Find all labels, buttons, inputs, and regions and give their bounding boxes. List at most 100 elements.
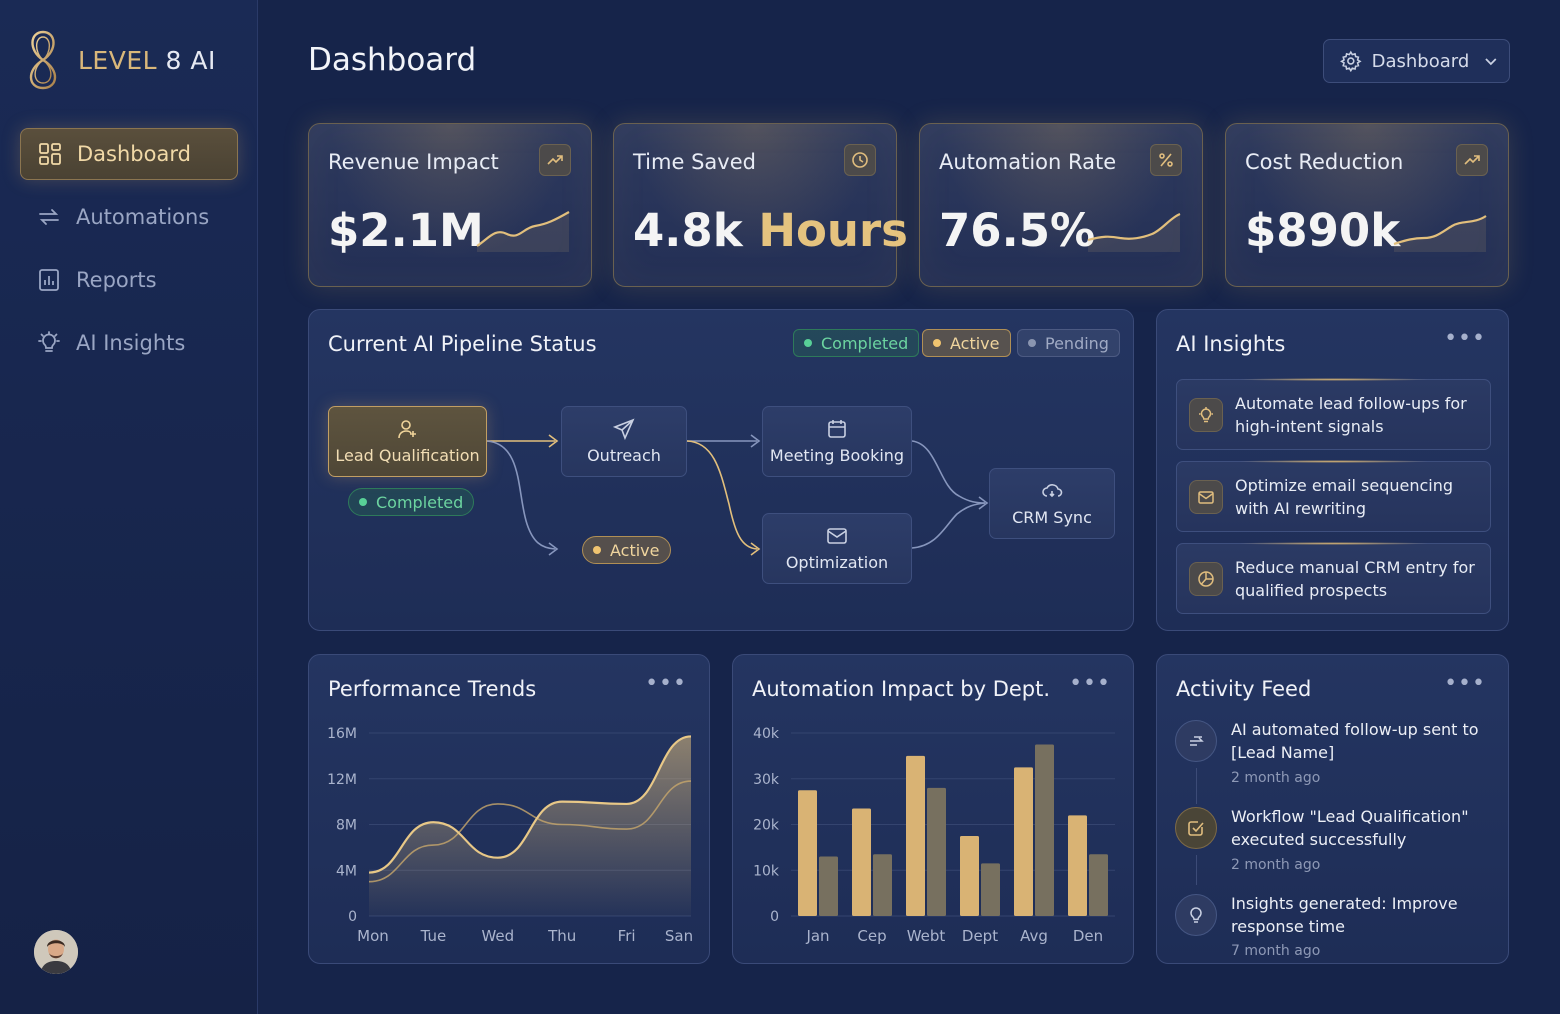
pipeline-node-label: CRM Sync xyxy=(1012,508,1092,527)
user-avatar-icon xyxy=(34,930,78,974)
kpi-value: $890k xyxy=(1245,204,1400,257)
brand-logo[interactable]: LEVEL 8 AI xyxy=(22,28,216,92)
lightbulb-icon xyxy=(38,331,60,352)
insight-item[interactable]: Automate lead follow-ups for high-intent… xyxy=(1176,378,1491,450)
insight-item[interactable]: Reduce manual CRM entry for qualified pr… xyxy=(1176,542,1491,614)
kpi-value-number: $2.1M xyxy=(328,204,484,257)
pipeline-node-label: Outreach xyxy=(587,446,661,465)
activity-time: 2 month ago xyxy=(1231,770,1321,786)
kpi-title: Revenue Impact xyxy=(328,150,499,174)
dashboard-view-select[interactable]: Dashboard xyxy=(1323,39,1510,83)
kpi-card-automation-rate[interactable]: Automation Rate 76.5% xyxy=(919,123,1203,287)
y-tick-label: 30k xyxy=(753,772,780,788)
chevron-down-icon xyxy=(1485,58,1497,66)
x-tick-label: San xyxy=(665,927,693,945)
pipeline-connectors xyxy=(486,434,989,556)
series-line-primary xyxy=(368,735,692,874)
bar-grey[interactable] xyxy=(927,787,946,916)
x-tick-label: Thu xyxy=(547,927,576,945)
kpi-value-number: 76.5% xyxy=(939,204,1096,257)
bar-grey[interactable] xyxy=(1035,744,1054,916)
sidebar-item-label: AI Insights xyxy=(76,331,186,355)
pie-chart-icon xyxy=(1189,561,1223,596)
pipeline-node-outreach[interactable]: Outreach xyxy=(561,406,687,477)
legend-label: Completed xyxy=(821,333,909,353)
sidebar-item-reports[interactable]: Reports xyxy=(20,254,238,306)
bar-grey[interactable] xyxy=(819,856,838,916)
sidebar-nav: Dashboard Automations Reports AI Insight… xyxy=(20,128,238,380)
more-options-icon[interactable]: ••• xyxy=(1069,671,1111,696)
status-label: Completed xyxy=(376,492,464,512)
user-avatar[interactable] xyxy=(34,930,78,974)
sidebar-item-ai-insights[interactable]: AI Insights xyxy=(20,317,238,369)
bar-gold[interactable] xyxy=(906,755,925,916)
x-tick-label: Wed xyxy=(481,927,514,945)
sidebar-item-automations[interactable]: Automations xyxy=(20,191,238,243)
more-options-icon[interactable]: ••• xyxy=(1444,326,1486,351)
x-tick-label: Den xyxy=(1073,927,1103,945)
kpi-card-cost-reduction[interactable]: Cost Reduction $890k xyxy=(1225,123,1509,287)
brand-name-part1: LEVEL xyxy=(78,45,158,75)
y-tick-label: 0 xyxy=(348,909,357,925)
pipeline-node-meeting-booking[interactable]: Meeting Booking xyxy=(762,406,912,477)
y-tick-label: 8M xyxy=(336,818,357,834)
activity-text: Workflow "Lead Qualification" executed s… xyxy=(1231,807,1469,849)
sidebar-item-label: Reports xyxy=(76,268,157,292)
x-tick-label: Webt xyxy=(907,927,946,945)
kpi-value-number: 4.8k xyxy=(633,204,743,257)
kpi-sparkline xyxy=(1393,215,1487,252)
calendar-icon xyxy=(828,420,846,438)
sidebar-item-label: Dashboard xyxy=(77,142,191,166)
performance-trends-card: Performance Trends ••• 0 4M 8M 12M 16M Mon Tue… xyxy=(308,654,710,964)
legend-label: Pending xyxy=(1045,333,1109,353)
refresh-icon xyxy=(39,209,59,225)
insight-item[interactable]: Optimize email sequencing with AI rewrit… xyxy=(1176,460,1491,532)
pipeline-node-lead-qualification[interactable]: Lead Qualification xyxy=(328,406,487,477)
dept-title: Automation Impact by Dept. xyxy=(752,677,1051,701)
kpi-value: 76.5% xyxy=(939,204,1095,257)
add-user-icon xyxy=(397,420,416,439)
y-tick-label: 10k xyxy=(753,863,780,879)
more-options-icon[interactable]: ••• xyxy=(645,671,687,696)
lightbulb-icon xyxy=(1175,894,1217,936)
activity-time: 2 month ago xyxy=(1231,857,1321,873)
figure-eight-logo-icon xyxy=(29,30,57,90)
bar-gold[interactable] xyxy=(798,790,817,916)
activity-text: AI automated follow-up sent to [Lead Nam… xyxy=(1231,720,1479,762)
more-options-icon[interactable]: ••• xyxy=(1444,671,1486,696)
kpi-title: Time Saved xyxy=(633,150,756,174)
automation-impact-card: Automation Impact by Dept. ••• 0 10k 20k 30… xyxy=(732,654,1134,964)
bar-gold[interactable] xyxy=(1014,767,1033,916)
sidebar-item-label: Automations xyxy=(76,205,210,229)
sidebar-item-dashboard[interactable]: Dashboard xyxy=(20,128,238,180)
bar-grey[interactable] xyxy=(1089,854,1108,916)
pipeline-node-label: Lead Qualification xyxy=(335,446,480,465)
kpi-title: Automation Rate xyxy=(939,150,1117,174)
sidebar: LEVEL 8 AI Dashboard Automations Reports xyxy=(0,0,258,1014)
x-tick-label: Dept xyxy=(962,927,998,945)
bar-gold[interactable] xyxy=(852,808,871,916)
cloud-sync-icon xyxy=(1042,484,1063,498)
bar-grey[interactable] xyxy=(981,863,1000,916)
kpi-value-suffix: Hours xyxy=(758,204,908,257)
percent-icon xyxy=(1150,144,1182,176)
pipeline-node-crm-sync[interactable]: CRM Sync xyxy=(989,468,1115,539)
legend-label: Active xyxy=(950,333,1000,353)
branch-status-active: Active xyxy=(582,536,671,564)
y-tick-label: 40k xyxy=(753,726,780,742)
bar-grey[interactable] xyxy=(873,854,892,916)
pipeline-node-optimization[interactable]: Optimization xyxy=(762,513,912,584)
pipeline-node-label: Meeting Booking xyxy=(769,446,905,465)
lightbulb-icon xyxy=(1189,397,1223,432)
ai-insights-card: AI Insights ••• Automate lead follow-ups… xyxy=(1156,309,1509,631)
kpi-sparkline xyxy=(1087,212,1181,252)
x-tick-label: Avg xyxy=(1020,927,1048,945)
kpi-title: Cost Reduction xyxy=(1245,150,1404,174)
area-fill xyxy=(369,736,691,916)
kpi-card-time-saved[interactable]: Time Saved 4.8k Hours xyxy=(613,123,908,287)
bar-gold[interactable] xyxy=(960,835,979,916)
performance-title: Performance Trends xyxy=(328,677,537,701)
bar-gold[interactable] xyxy=(1068,815,1087,916)
kpi-card-revenue-impact[interactable]: Revenue Impact $2.1M xyxy=(308,123,592,287)
series-line-secondary xyxy=(368,780,692,883)
